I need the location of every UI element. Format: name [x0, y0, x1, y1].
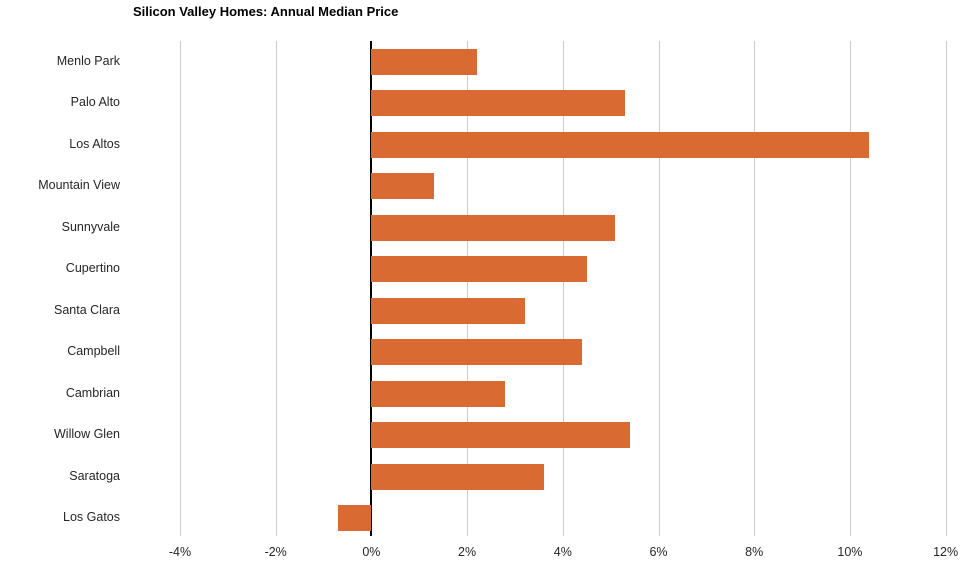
gridline	[754, 41, 756, 536]
x-axis-tick-label: 2%	[458, 545, 477, 559]
bar	[371, 463, 544, 490]
category-label: Sunnyvale	[61, 219, 120, 234]
x-axis-tick-label: -2%	[264, 545, 287, 559]
bar	[371, 173, 434, 200]
bar	[371, 48, 477, 75]
x-axis-tick-label: 6%	[649, 545, 668, 559]
category-label: Saratoga	[69, 468, 120, 483]
zero-axis-line	[370, 41, 373, 536]
category-label: Cambrian	[65, 385, 120, 400]
x-axis-tick-label: 4%	[553, 545, 572, 559]
gridline	[180, 41, 181, 536]
bar	[371, 339, 582, 366]
x-axis-tick-label: 0%	[362, 545, 381, 559]
category-label: Santa Clara	[53, 302, 120, 317]
category-label: Los Altos	[69, 136, 120, 151]
gridline	[849, 41, 851, 536]
x-axis-tick-label: 10%	[837, 545, 863, 559]
bar	[371, 380, 506, 407]
category-label: Los Gatos	[63, 510, 120, 525]
gridline	[467, 41, 469, 536]
gridline	[562, 41, 564, 536]
x-axis-tick-label: -4%	[168, 545, 192, 559]
gridline	[275, 41, 277, 536]
bar	[337, 505, 372, 532]
category-label: Mountain View	[38, 178, 120, 193]
category-label: Cupertino	[65, 261, 120, 276]
category-label: Palo Alto	[70, 95, 120, 110]
gridline	[658, 41, 660, 536]
gridline	[945, 41, 947, 536]
bar	[371, 256, 587, 283]
bar	[371, 422, 630, 449]
category-label: Menlo Park	[56, 53, 120, 68]
bar	[371, 90, 625, 117]
bar	[371, 131, 870, 158]
category-label: Campbell	[67, 344, 120, 359]
bar	[371, 297, 525, 324]
bar	[371, 214, 616, 241]
x-axis-tick-label: 8%	[745, 545, 764, 559]
category-label: Willow Glen	[54, 427, 120, 442]
chart-title: Silicon Valley Homes: Annual Median Pric…	[133, 4, 399, 19]
x-axis-tick-label: 12%	[933, 545, 959, 559]
